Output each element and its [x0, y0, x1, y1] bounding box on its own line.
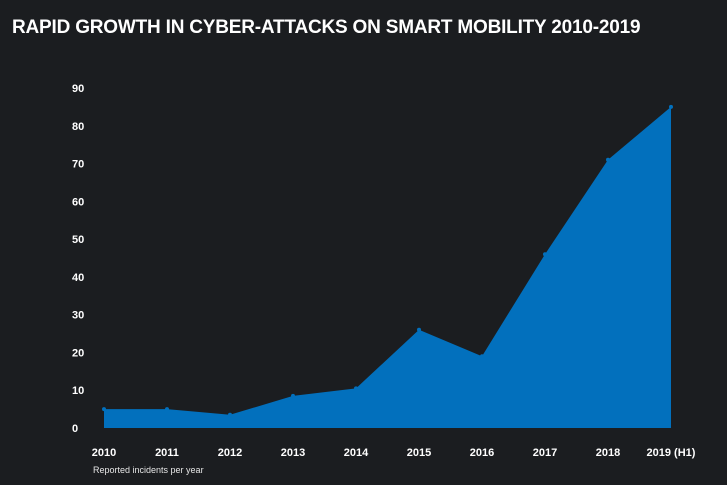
y-tick-label-0: 0: [72, 423, 78, 435]
data-point-2012: [228, 412, 232, 417]
data-point-2016: [480, 354, 484, 359]
y-tick-label-70: 70: [72, 159, 84, 171]
x-tick-label-2019: 2019 (H1): [647, 447, 696, 459]
data-point-2015: [417, 327, 421, 332]
y-tick-label-50: 50: [72, 234, 84, 246]
y-axis-ticks: 0 10 20 30 40 50 60 70 80 90: [72, 83, 84, 435]
x-tick-label-2011: 2011: [155, 447, 179, 459]
chart-title: RAPID GROWTH IN CYBER-ATTACKS ON SMART M…: [12, 17, 641, 38]
data-point-2018: [606, 157, 610, 162]
x-tick-label-2014: 2014: [344, 447, 369, 459]
x-tick-label-2017: 2017: [533, 447, 557, 459]
y-tick-label-40: 40: [72, 272, 84, 284]
x-tick-label-2018: 2018: [596, 447, 620, 459]
y-tick-label-30: 30: [72, 310, 84, 322]
x-axis-ticks: 2010 2011 2012 2013 2014 2015 2016 2017 2018 2019…: [92, 447, 696, 459]
y-tick-label-60: 60: [72, 196, 84, 208]
data-point-2017: [543, 252, 547, 257]
incidents-area: [104, 106, 671, 428]
x-tick-label-2016: 2016: [470, 447, 494, 459]
area-layer: [102, 104, 673, 428]
x-tick-label-2013: 2013: [281, 447, 305, 459]
chart-caption: Reported incidents per year: [93, 465, 204, 475]
data-point-2019: [669, 104, 673, 109]
x-tick-label-2012: 2012: [218, 447, 242, 459]
y-tick-label-20: 20: [72, 347, 84, 359]
data-point-2011: [165, 407, 169, 412]
x-tick-label-2010: 2010: [92, 447, 116, 459]
data-point-2014: [354, 386, 358, 391]
y-tick-label-10: 10: [72, 385, 84, 397]
data-point-2013: [291, 393, 295, 398]
y-tick-label-90: 90: [72, 83, 84, 95]
y-tick-label-80: 80: [72, 121, 84, 133]
data-point-2010: [102, 407, 106, 412]
x-tick-label-2015: 2015: [407, 447, 431, 459]
